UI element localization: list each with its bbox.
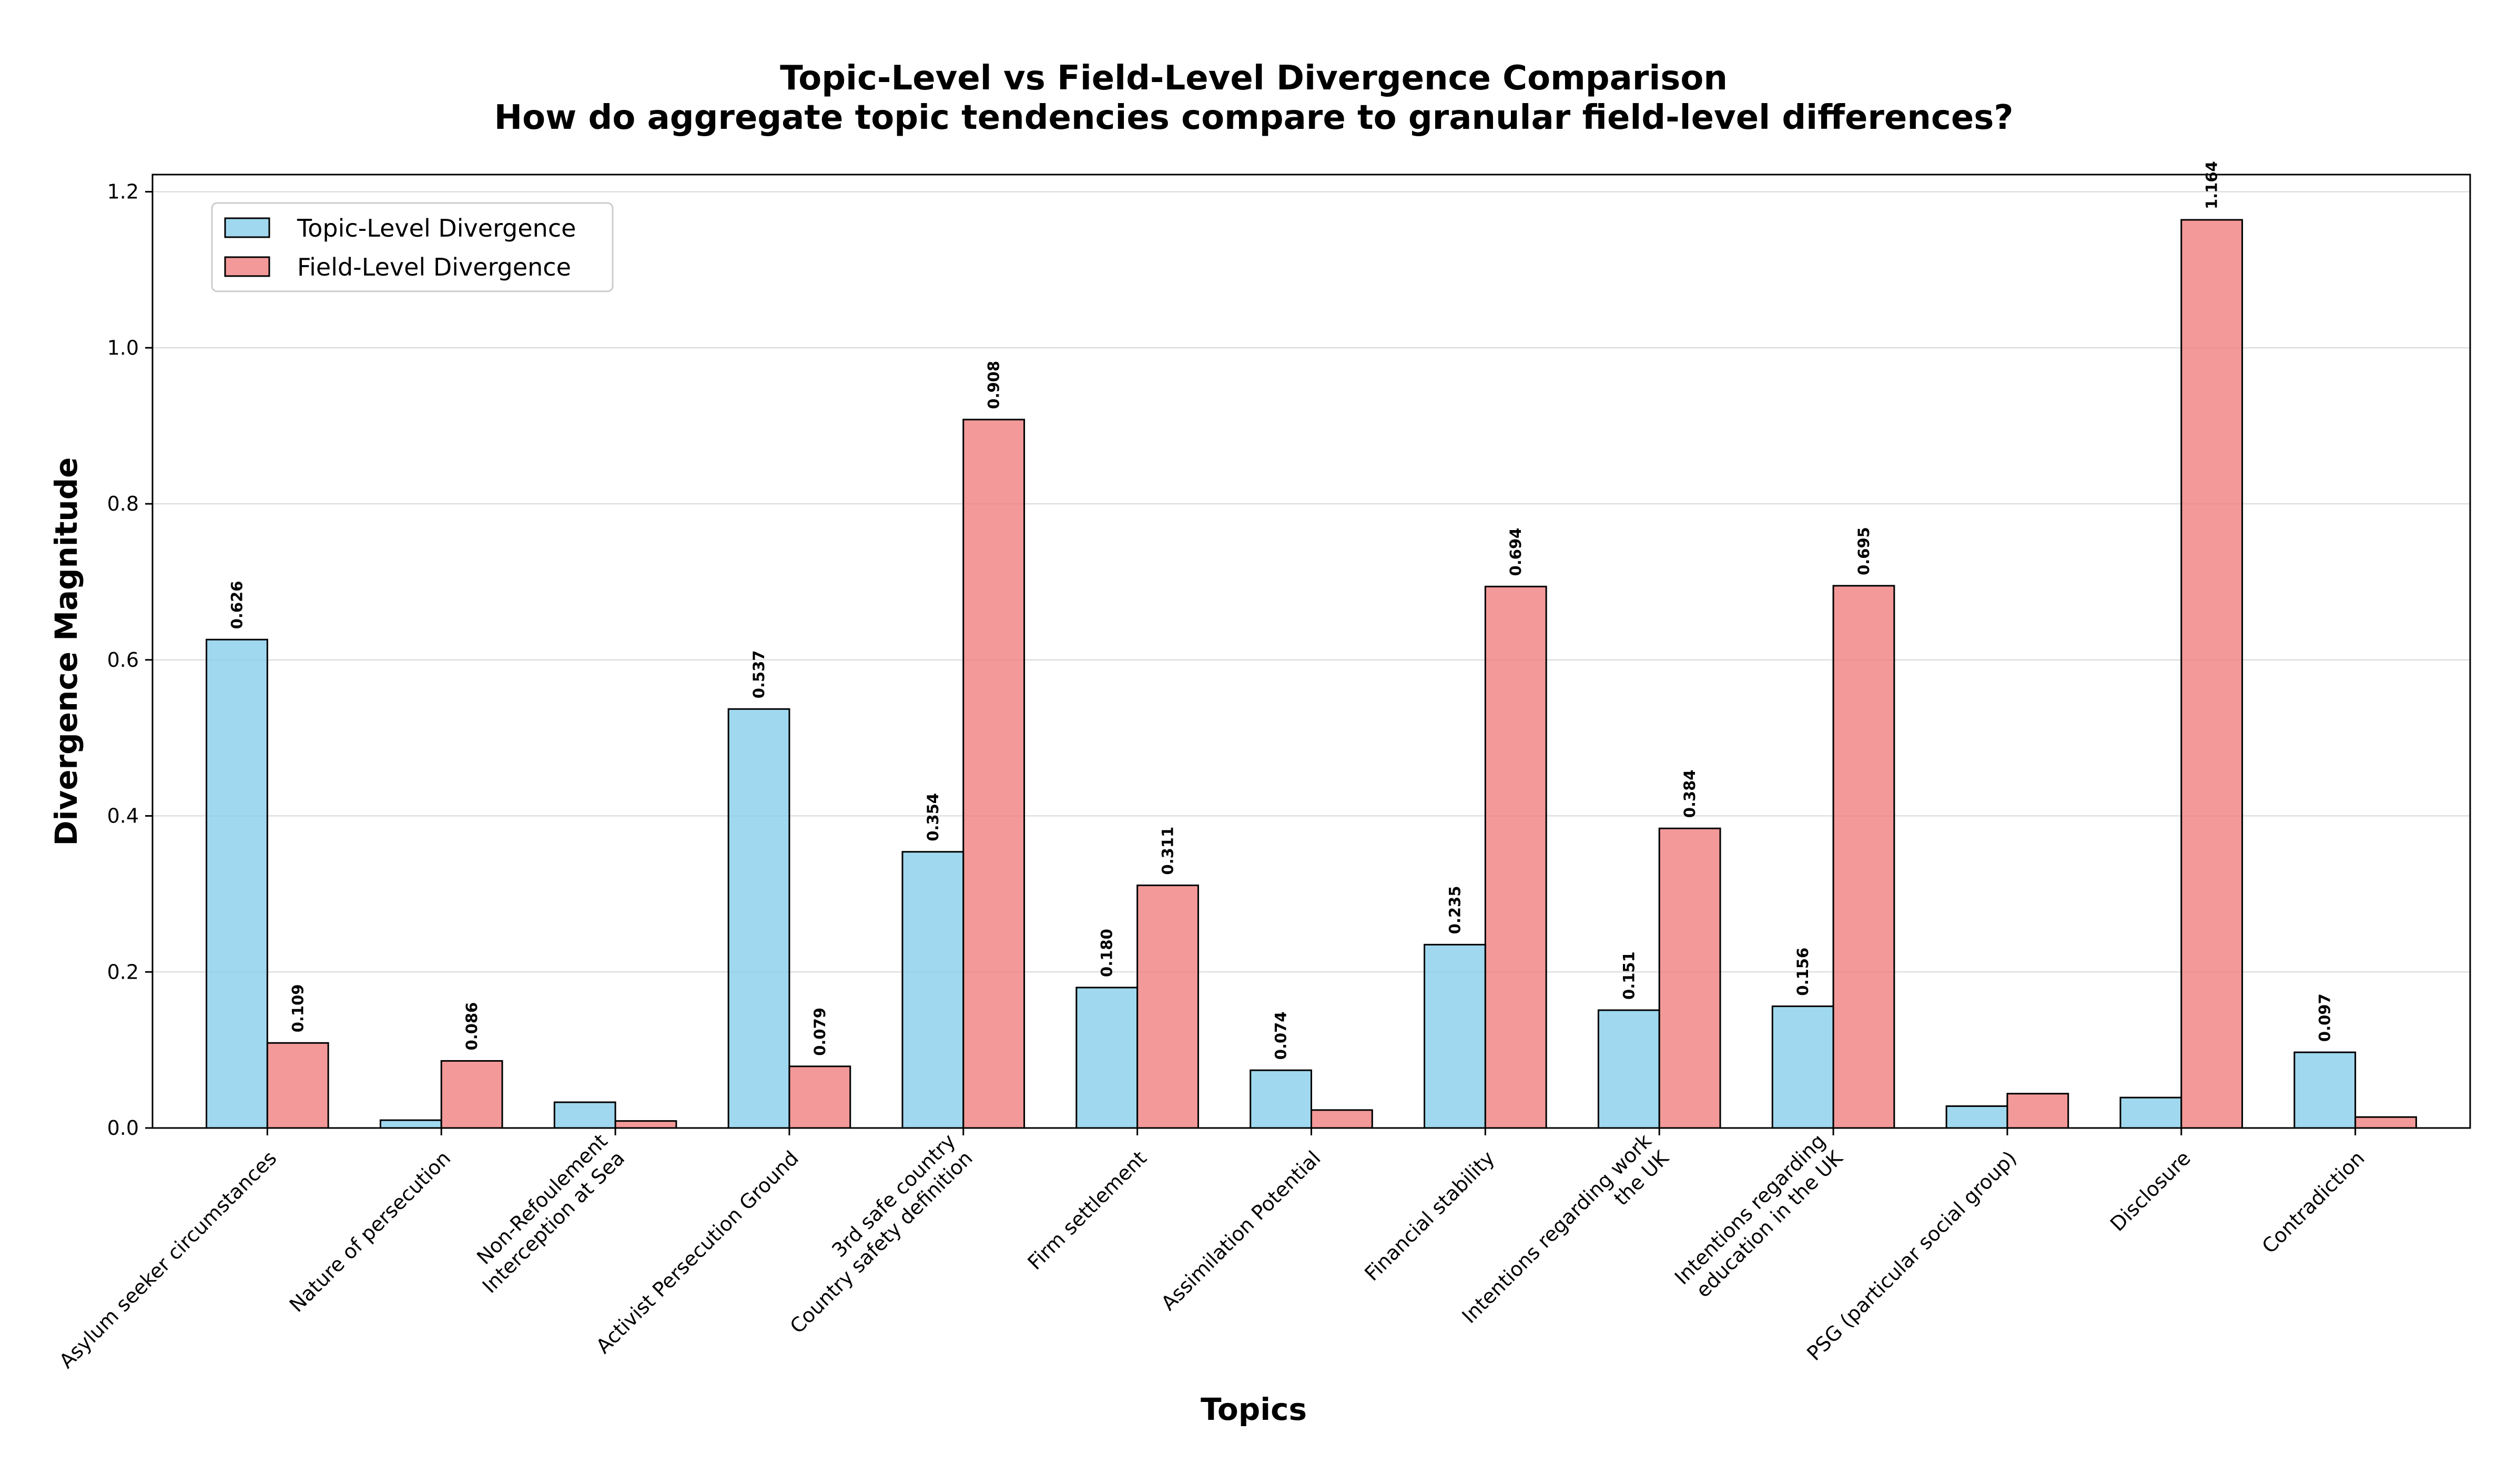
bar-field-level xyxy=(266,1042,329,1129)
bar-topic-level xyxy=(1771,1005,1834,1129)
value-label: 0.235 xyxy=(1446,886,1464,934)
x-tick-label: Asylum seeker circumstances xyxy=(55,1146,281,1373)
x-tick-label: PSG (particular social group) xyxy=(1802,1146,2021,1365)
bar-field-level xyxy=(1832,585,1895,1129)
bar-topic-level xyxy=(2293,1051,2357,1129)
x-tick-label: Non-RefoulementInterception at Sea xyxy=(461,1130,629,1298)
value-label: 0.109 xyxy=(289,984,307,1033)
y-tick-label: 1.0 xyxy=(107,336,139,359)
value-label: 0.180 xyxy=(1098,929,1116,977)
x-tick-label-line: Assimilation Potential xyxy=(1156,1146,1325,1315)
x-tick-label: Contradiction xyxy=(2258,1146,2369,1258)
legend-label-field: Field-Level Divergence xyxy=(297,253,571,281)
bar-field-level xyxy=(1311,1109,1373,1129)
bar-topic-level xyxy=(1250,1069,1312,1129)
x-tick-label: Intentions regardingeducation in the UK xyxy=(1670,1129,1847,1306)
x-tick-label-line: Contradiction xyxy=(2258,1146,2369,1258)
y-axis-title: Divergence Magnitude xyxy=(48,457,84,846)
x-tick-label-line: Intentions regarding xyxy=(1670,1130,1830,1289)
x-tick-label: Assimilation Potential xyxy=(1156,1146,1325,1315)
bar-field-level xyxy=(1658,827,1721,1129)
x-tick-label-line: Asylum seeker circumstances xyxy=(55,1146,281,1373)
x-tick-label: Financial stability xyxy=(1360,1146,1499,1285)
bar-topic-level xyxy=(2119,1096,2182,1129)
y-tick-label: 0.8 xyxy=(107,492,139,515)
x-axis: Asylum seeker circumstances Nature of per… xyxy=(55,1128,2369,1373)
bar-field-level xyxy=(2354,1116,2417,1129)
value-labels: 0.626 0.537 0.354 0.180 0.074 0.235 0.151 0.156… xyxy=(228,161,2333,1060)
x-tick-label: Disclosure xyxy=(2106,1146,2195,1236)
bars xyxy=(206,219,2417,1129)
y-tick-label: 1.2 xyxy=(107,180,139,204)
value-label: 0.097 xyxy=(2316,993,2334,1042)
bar-field-level xyxy=(2180,219,2243,1129)
value-label: 0.074 xyxy=(1272,1011,1290,1060)
bar-topic-level xyxy=(1945,1105,2008,1129)
value-label: 0.384 xyxy=(1681,770,1699,818)
y-tick-label: 0.4 xyxy=(107,805,139,828)
x-tick-label-line: Nature of persecution xyxy=(285,1146,455,1317)
x-tick-label-line: Country safety definition xyxy=(786,1146,977,1338)
value-label: 0.694 xyxy=(1507,528,1525,576)
bar-topic-level xyxy=(727,708,790,1129)
bar-field-level xyxy=(1484,585,1547,1129)
y-axis: 0.0 0.2 0.4 0.6 0.8 1.0 1.2 xyxy=(107,180,153,1140)
bar-topic-level xyxy=(1075,987,1139,1129)
legend: Topic-Level Divergence Field-Level Diver… xyxy=(211,202,614,292)
value-label: 0.156 xyxy=(1794,948,1812,996)
x-tick-label: Nature of persecution xyxy=(285,1146,455,1317)
x-tick-label-line: Financial stability xyxy=(1360,1146,1499,1285)
x-axis-title: Topics xyxy=(1201,1391,1307,1427)
legend-label-topic: Topic-Level Divergence xyxy=(297,214,576,242)
y-tick-label: 0.0 xyxy=(107,1116,139,1140)
value-label: 0.354 xyxy=(924,793,942,841)
value-label: 0.626 xyxy=(228,581,246,629)
value-label: 0.086 xyxy=(463,1002,481,1051)
bar-topic-level xyxy=(553,1101,616,1129)
y-tick-label: 0.2 xyxy=(107,960,139,983)
x-tick-label-line: PSG (particular social group) xyxy=(1802,1146,2021,1365)
bar-field-level xyxy=(614,1120,677,1129)
x-tick-label-line: Disclosure xyxy=(2106,1146,2195,1236)
bar-field-level xyxy=(1136,885,1199,1129)
x-tick-label-line: Activist Persecution Ground xyxy=(592,1146,803,1358)
y-tick-label: 0.6 xyxy=(107,648,139,672)
bar-topic-level xyxy=(1597,1009,1660,1129)
value-label: 0.151 xyxy=(1620,951,1638,1000)
bar-field-level xyxy=(2006,1093,2069,1129)
bar-topic-level xyxy=(206,638,268,1129)
grid-lines xyxy=(153,191,2470,1129)
x-tick-label-line: Interception at Sea xyxy=(478,1146,630,1298)
value-label: 0.079 xyxy=(811,1008,829,1056)
x-tick-label-line: Firm settlement xyxy=(1023,1146,1151,1274)
bar-topic-level xyxy=(901,851,964,1129)
x-tick-label: Firm settlement xyxy=(1023,1146,1151,1274)
chart-subtitle: How do aggregate topic tendencies compar… xyxy=(494,98,2014,137)
legend-swatch-topic xyxy=(224,217,270,238)
bar-topic-level xyxy=(379,1119,442,1129)
value-label: 0.537 xyxy=(750,650,768,699)
value-label: 0.695 xyxy=(1855,527,1873,575)
bar-field-level xyxy=(962,419,1026,1129)
x-tick-label-line: education in the UK xyxy=(1691,1146,1847,1302)
value-label: 1.164 xyxy=(2203,161,2221,209)
bar-topic-level xyxy=(1424,943,1486,1129)
plot-area xyxy=(151,174,2471,1129)
bar-field-level xyxy=(788,1065,851,1129)
value-label: 0.908 xyxy=(985,361,1003,409)
legend-swatch-field xyxy=(224,256,270,277)
legend-box xyxy=(211,202,614,292)
bar-field-level xyxy=(440,1060,503,1129)
x-tick-label: Activist Persecution Ground xyxy=(592,1146,803,1358)
chart-title: Topic-Level vs Field-Level Divergence Co… xyxy=(780,59,1728,98)
value-label: 0.311 xyxy=(1159,827,1177,875)
